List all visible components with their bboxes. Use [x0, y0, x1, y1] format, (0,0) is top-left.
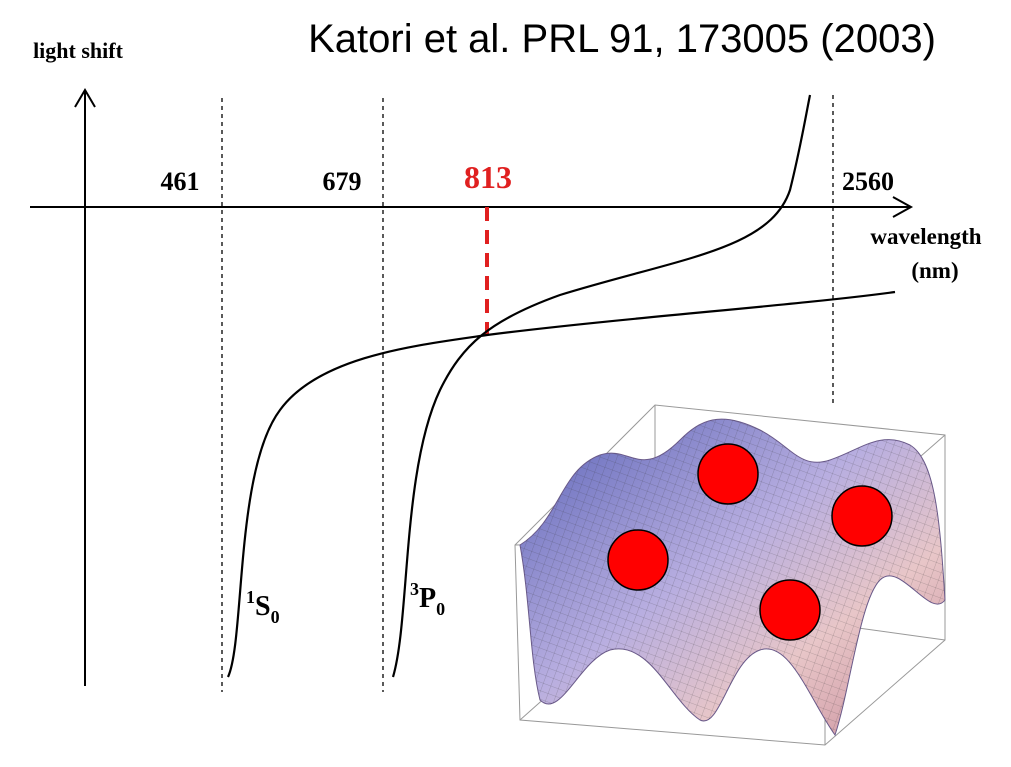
state-label: 3P0	[410, 579, 445, 619]
wavelength-label: 461	[161, 167, 200, 196]
superscript: 1	[246, 587, 255, 607]
slide: Katori et al. PRL 91, 173005 (2003) ligh…	[0, 0, 1011, 767]
x-axis-unit: (nm)	[911, 258, 958, 283]
state-symbol: P	[419, 583, 436, 614]
state-label: 1S0	[246, 587, 280, 627]
subscript: 0	[436, 599, 445, 619]
magic-wavelength-label: 813	[464, 159, 512, 195]
state-symbol: S	[255, 591, 271, 622]
wavelength-label: 2560	[842, 167, 894, 196]
subscript: 0	[271, 607, 280, 627]
y-axis-label: light shift	[33, 38, 124, 63]
lattice-illustration	[515, 405, 945, 745]
title: Katori et al. PRL 91, 173005 (2003)	[308, 17, 936, 61]
x-axis-label: wavelength	[870, 224, 981, 249]
superscript: 3	[410, 579, 419, 599]
wavelength-label: 679	[323, 167, 362, 196]
